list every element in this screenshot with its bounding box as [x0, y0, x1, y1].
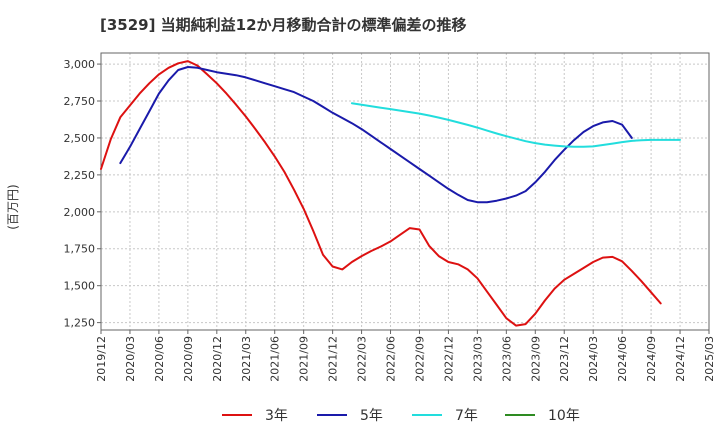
- x-tick-label: 2020/03: [124, 336, 137, 382]
- y-tick-label: 1,250: [64, 317, 96, 330]
- x-axis: 2019/12 2020/03 2020/06 2020/09 2020/12 2021/…: [95, 330, 716, 382]
- series-line-5年: [119, 66, 633, 204]
- x-tick-label: 2025/03: [703, 336, 716, 382]
- legend: 3年 5年 7年 10年: [222, 408, 580, 424]
- x-tick-label: 2021/09: [298, 336, 311, 382]
- x-tick-label: 2021/03: [240, 336, 253, 382]
- series-line-7年: [350, 102, 681, 148]
- y-tick-label: 2,500: [64, 132, 96, 145]
- x-tick-label: 2023/09: [529, 336, 542, 382]
- x-tick-label: 2024/09: [645, 336, 658, 382]
- x-tick-label: 2024/03: [587, 336, 600, 382]
- y-tick-label: 1,750: [64, 243, 96, 256]
- y-tick-label: 2,000: [64, 206, 96, 219]
- x-tick-label: 2021/12: [327, 336, 340, 382]
- x-tick-label: 2021/06: [269, 336, 282, 382]
- y-axis: 1,250 1,500 1,750 2,000 2,250 2,500 2,750 3,000: [64, 58, 101, 330]
- series-line-3年: [100, 60, 662, 327]
- x-tick-label: 2020/09: [182, 336, 195, 382]
- x-tick-label: 2020/06: [153, 336, 166, 382]
- x-tick-label: 2023/12: [558, 336, 571, 382]
- y-tick-label: 2,750: [64, 95, 96, 108]
- y-axis-label: (百万円): [6, 184, 20, 229]
- x-tick-label: 2022/12: [442, 336, 455, 382]
- legend-label: 5年: [360, 408, 383, 424]
- plot-area-border: [100, 52, 710, 331]
- chart-title: [3529] 当期純利益12か月移動合計の標準偏差の推移: [100, 16, 467, 34]
- x-tick-label: 2023/03: [471, 336, 484, 382]
- legend-label: 10年: [548, 408, 580, 424]
- x-tick-label: 2022/03: [356, 336, 369, 382]
- y-tick-label: 3,000: [64, 58, 96, 71]
- y-tick-label: 2,250: [64, 169, 96, 182]
- y-tick-label: 1,500: [64, 280, 96, 293]
- x-tick-label: 2022/06: [385, 336, 398, 382]
- x-tick-label: 2022/09: [413, 336, 426, 382]
- legend-label: 7年: [455, 408, 478, 424]
- grid-lines: [100, 53, 710, 330]
- x-tick-label: 2020/12: [211, 336, 224, 382]
- x-tick-label: 2019/12: [95, 336, 108, 382]
- x-tick-label: 2024/06: [616, 336, 629, 382]
- x-tick-label: 2024/12: [674, 336, 687, 382]
- legend-label: 3年: [265, 408, 288, 424]
- x-tick-label: 2023/06: [500, 336, 513, 382]
- series-lines: [100, 60, 681, 327]
